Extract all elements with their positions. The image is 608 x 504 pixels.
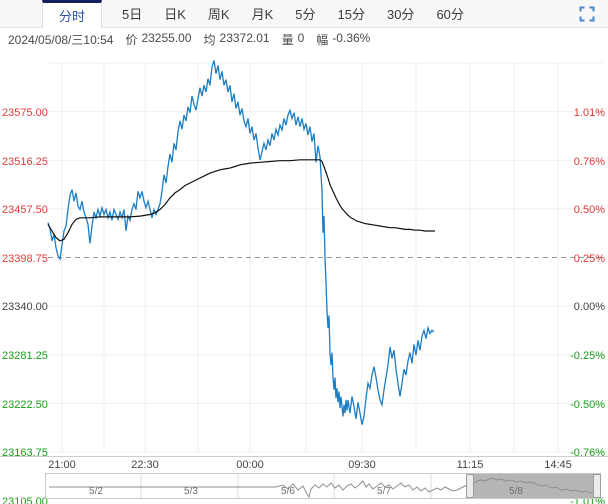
tab-60min[interactable]: 60分	[436, 7, 464, 22]
period-toolbar: 分时 5日 日K 周K 月K 5分 15分 30分 60分	[0, 0, 608, 28]
price-value: 23255.00	[141, 30, 192, 45]
tab-30min[interactable]: 30分	[386, 7, 415, 22]
pct-axis-label: 0.76%	[573, 156, 605, 168]
navigator-selection-window[interactable]	[466, 474, 601, 498]
pct-axis-label: 0.25%	[573, 253, 605, 265]
navigator-date: 5/3	[184, 486, 198, 497]
time-tick: 14:45	[544, 459, 572, 471]
navigator-right-handle[interactable]	[593, 474, 601, 498]
pct-axis-label: -0.50%	[570, 399, 605, 411]
average-label: 均	[203, 32, 216, 47]
pct-axis-label: 0.50%	[573, 204, 605, 216]
navigator-date: 5/6	[281, 486, 295, 497]
price-chart-svg	[47, 60, 604, 453]
y-axis-label: 23222.50	[2, 399, 48, 411]
time-tick: 21:00	[48, 459, 76, 471]
y-axis-label: 23457.50	[2, 204, 48, 216]
navigator-date: 5/2	[89, 486, 103, 497]
chart-area[interactable]: 23575.00 23516.25 23457.50 23398.75 2334…	[0, 50, 608, 504]
y-axis-label: 23281.25	[2, 350, 48, 362]
tab-monthly-k[interactable]: 月K	[251, 7, 274, 22]
y-axis-label: 23105.00	[2, 496, 48, 504]
y-axis-label: 23575.00	[2, 107, 48, 119]
navigator-sparkline	[49, 474, 597, 498]
tab-daily-k[interactable]: 日K	[164, 7, 186, 22]
y-axis-label-baseline: 23340.00	[2, 301, 48, 313]
average-value: 23372.01	[219, 30, 270, 45]
pct-axis-label-baseline: 0.00%	[573, 301, 605, 313]
tab-15min[interactable]: 15分	[337, 7, 365, 22]
tab-intraday[interactable]: 分时	[42, 0, 103, 28]
volume-readout: 量 0	[282, 31, 305, 48]
datetime-label: 2024/05/08/三10:54	[8, 32, 114, 47]
period-tabs: 分时 5日 日K 周K 月K 5分 15分 30分 60分	[0, 0, 466, 28]
navigator-date: 5/7	[377, 486, 391, 497]
pct-axis-label: 1.01%	[573, 107, 605, 119]
price-readout: 价 23255.00	[125, 31, 191, 48]
pct-axis-label: -0.25%	[570, 350, 605, 362]
y-axis-label: 23516.25	[2, 156, 48, 168]
navigator-left-handle[interactable]	[466, 474, 474, 498]
volume-value: 0	[297, 30, 305, 45]
time-tick: 09:30	[348, 459, 376, 471]
tab-5day[interactable]: 5日	[122, 7, 143, 22]
average-readout: 均 23372.01	[204, 31, 270, 48]
time-tick: 00:00	[236, 459, 264, 471]
change-value: -0.36%	[332, 30, 371, 45]
pct-axis-label: -1.01%	[570, 496, 605, 504]
price-series-line	[47, 60, 435, 425]
fullscreen-icon[interactable]	[579, 6, 595, 22]
change-label: 幅	[316, 32, 329, 47]
quote-info-bar: 2024/05/08/三10:54 价 23255.00 均 23372.01 …	[8, 31, 382, 47]
average-series-line	[47, 159, 435, 242]
tab-weekly-k[interactable]: 周K	[207, 7, 230, 22]
time-axis: 21:00 22:30 00:00 09:30 11:15 14:45	[0, 456, 608, 473]
volume-label: 量	[281, 32, 294, 47]
navigator-date: 5/8	[509, 486, 523, 497]
y-axis-label: 23398.75	[2, 253, 48, 265]
tab-5min[interactable]: 5分	[295, 7, 316, 22]
time-tick: 22:30	[131, 459, 159, 471]
price-label: 价	[125, 32, 138, 47]
date-navigator[interactable]: 5/2 5/3 5/6 5/7 5/8	[45, 473, 601, 499]
time-tick: 11:15	[456, 459, 484, 471]
change-readout: 幅 -0.36%	[316, 31, 370, 48]
